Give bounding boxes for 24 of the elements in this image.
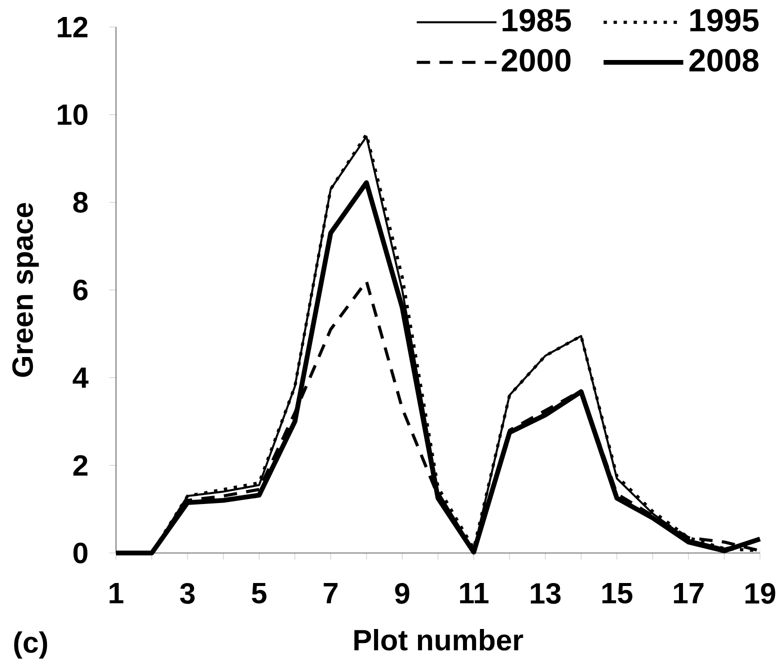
y-tick-label: 0 — [73, 542, 88, 564]
legend-label: 2000 — [502, 49, 571, 72]
y-axis-title: Green space — [12, 202, 39, 377]
text: (c) — [14, 631, 48, 659]
y-tick-label: 6 — [73, 280, 88, 300]
legend-label: 1995 — [690, 8, 759, 32]
legend-label: 2008 — [689, 49, 759, 72]
x-tick-label: 13 — [530, 583, 561, 604]
x-tick-label: 1 — [110, 583, 124, 604]
x-tick-label: 9 — [395, 583, 410, 604]
x-tick-label: 19 — [746, 583, 776, 604]
x-tick-label: 17 — [674, 583, 704, 604]
y-tick-label: 12 — [58, 16, 88, 38]
y-tick-label: 4 — [72, 368, 88, 388]
y-tick-label: 10 — [58, 104, 88, 126]
x-tick-label: 15 — [602, 583, 632, 604]
y-tick-label: 8 — [73, 192, 88, 213]
legend-label: 1985 — [502, 8, 571, 32]
x-tick-label: 7 — [324, 583, 338, 604]
x-tick-label: 11 — [460, 583, 488, 604]
x-axis-title: Plot number — [354, 629, 524, 651]
y-tick-label: 2 — [73, 455, 88, 476]
x-tick-label: 3 — [180, 583, 195, 604]
x-tick-label: 5 — [252, 583, 266, 604]
